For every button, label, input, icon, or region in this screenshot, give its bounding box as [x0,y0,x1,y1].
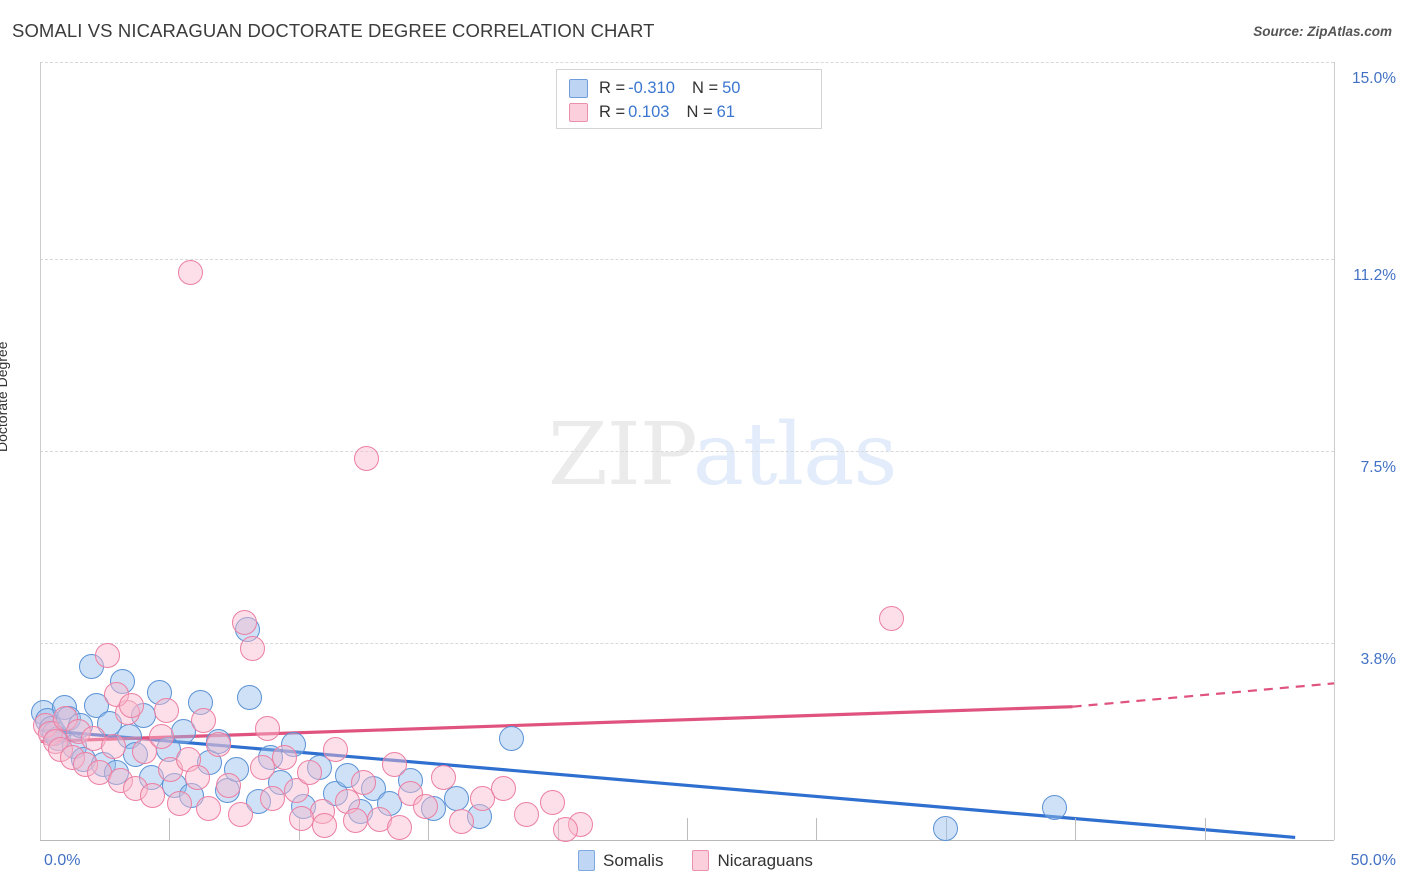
scatter-point-somalis [237,684,263,710]
x-axis-line [40,840,1334,841]
x-axis-max-label: 50.0% [1350,852,1396,869]
scatter-point-nicaraguans [343,807,369,833]
scatter-point-nicaraguans [552,817,578,843]
scatter-point-nicaraguans [140,783,166,809]
scatter-point-nicaraguans [351,770,376,796]
y-tick-label: 7.5% [1360,459,1396,476]
scatter-point-nicaraguans [539,790,565,816]
n-label-nicaraguans: N = [686,102,713,121]
scatter-point-nicaraguans [228,801,254,827]
x-tick [687,818,688,840]
gridline [40,451,1334,452]
scatter-point-nicaraguans [322,736,348,762]
n-label-somalis: N = [691,78,719,97]
x-tick [40,62,41,840]
scatter-point-nicaraguans [878,605,904,631]
legend-color-nicaraguans [692,850,710,871]
gridline [40,642,1334,644]
scatter-point-nicaraguans [353,446,379,472]
x-tick [428,818,430,840]
legend-swatch-somalis [569,78,588,98]
x-tick [1075,818,1077,840]
scatter-point-nicaraguans [101,734,127,760]
scatter-point-nicaraguans [206,731,232,757]
scatter-point-nicaraguans [94,643,120,669]
scatter-point-nicaraguans [231,609,257,635]
r-label-somalis: R = [599,78,626,97]
r-value-nicaraguans: 0.103 [628,102,670,121]
scatter-point-nicaraguans [514,801,540,827]
plot-area [40,62,1334,840]
n-value-nicaraguans: 61 [716,102,735,121]
scatter-point-nicaraguans [167,791,193,817]
scatter-point-nicaraguans [255,715,281,741]
series-legend: Somalis Nicaraguans [578,850,833,871]
x-tick [816,818,818,840]
scatter-point-nicaraguans [272,744,298,770]
scatter-point-nicaraguans [154,697,180,723]
scatter-point-nicaraguans [470,786,496,811]
correlation-row-nicaraguans: R = 0.103 N = 61 [569,100,811,124]
y-tick-label: 3.8% [1360,650,1396,668]
scatter-point-nicaraguans [449,809,475,835]
scatter-point-nicaraguans [387,814,413,840]
correlation-legend: R = -0.310 N = 50 R = 0.103 N = 61 [556,69,822,129]
scatter-point-nicaraguans [149,723,175,749]
scatter-point-nicaraguans [239,635,265,661]
scatter-point-nicaraguans [190,708,216,734]
legend-color-somalis [578,850,595,871]
scatter-point-nicaraguans [185,765,211,791]
scatter-point-nicaraguans [413,793,439,819]
gridline [40,259,1334,261]
y-axis-title: Doctorate Degree [0,341,10,452]
scatter-point-somalis [444,786,470,811]
scatter-point-nicaraguans [312,812,338,838]
scatter-point-nicaraguans [382,752,408,778]
y-tick-label: 11.2% [1353,267,1396,285]
legend-swatch-nicaraguans [569,102,588,122]
source-label: Source: ZipAtlas.com [1253,24,1392,39]
scatter-point-nicaraguans [216,773,242,799]
r-value-somalis: -0.310 [628,78,675,97]
legend-item-nicaraguans[interactable]: Nicaraguans [692,850,813,871]
scatter-point-nicaraguans [260,786,286,811]
scatter-point-nicaraguans [177,259,203,285]
scatter-point-somalis [933,816,959,842]
scatter-point-nicaraguans [288,805,314,831]
legend-label-nicaraguans: Nicaraguans [717,850,813,870]
x-tick [1204,818,1206,840]
x-axis-min-label: 0.0% [44,852,81,869]
y-tick-label: 15.0% [1352,70,1396,87]
n-value-somalis: 50 [722,78,741,97]
scatter-point-nicaraguans [397,780,423,806]
gridline [40,62,1334,63]
legend-item-somalis[interactable]: Somalis [578,850,663,871]
x-tick [1334,62,1335,840]
scatter-point-nicaraguans [53,705,79,731]
scatter-point-nicaraguans [431,765,457,791]
scatter-point-nicaraguans [490,775,516,801]
scatter-point-nicaraguans [296,760,322,786]
legend-label-somalis: Somalis [603,850,664,870]
r-label-nicaraguans: R = [599,102,626,121]
scatter-point-somalis [1041,795,1067,821]
scatter-point-nicaraguans [195,796,221,822]
x-tick [169,818,171,840]
page-title: SOMALI VS NICARAGUAN DOCTORATE DEGREE CO… [12,20,655,41]
scatter-point-nicaraguans [250,754,276,780]
correlation-row-somalis: R = -0.310 N = 50 [569,76,811,100]
scatter-point-nicaraguans [119,692,145,718]
scatter-point-somalis [498,726,524,752]
